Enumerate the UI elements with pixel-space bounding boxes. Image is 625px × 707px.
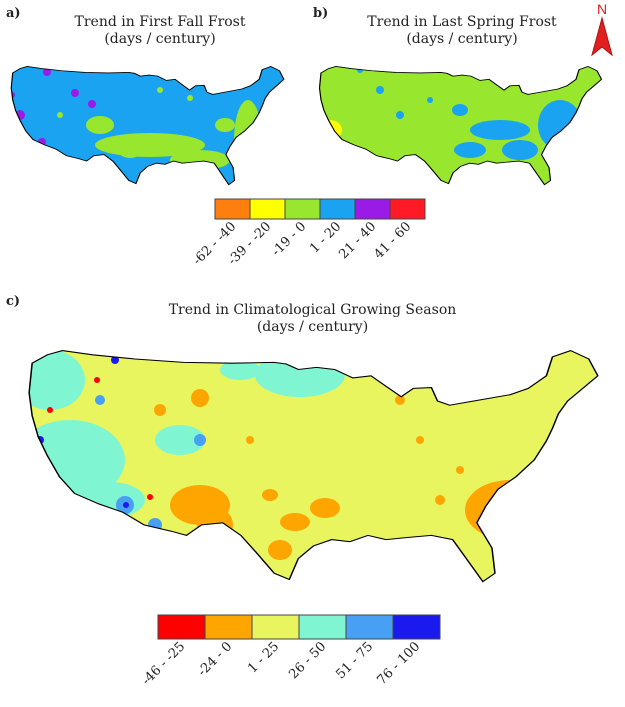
legend-label: -46 - -25 bbox=[139, 639, 188, 688]
panel-b-title: Trend in Last Spring Frost (days / centu… bbox=[340, 14, 584, 48]
legend-swatch bbox=[284, 198, 321, 220]
legend-swatch bbox=[392, 614, 441, 640]
panel-c-letter: c) bbox=[6, 294, 21, 309]
legend-swatch bbox=[204, 614, 253, 640]
legend-swatch bbox=[389, 198, 426, 220]
map-c bbox=[28, 349, 599, 583]
legend-label: -24 - 0 bbox=[195, 639, 235, 679]
legend-label: 76 - 100 bbox=[375, 639, 424, 688]
panel-a-title: Trend in First Fall Frost (days / centur… bbox=[40, 14, 280, 48]
legend-swatch bbox=[214, 198, 251, 220]
legend-label: -19 - 0 bbox=[269, 219, 309, 259]
legend-label: 1 - 25 bbox=[245, 639, 282, 676]
north-arrow-label: N bbox=[597, 1, 607, 17]
panel-b-title-line2: (days / century) bbox=[406, 31, 518, 47]
panel-b-title-line1: Trend in Last Spring Frost bbox=[367, 14, 557, 30]
panel-a-title-line1: Trend in First Fall Frost bbox=[74, 14, 246, 30]
panel-c-title-line1: Trend in Climatological Growing Season bbox=[168, 302, 457, 318]
legend-swatch bbox=[251, 614, 300, 640]
panel-c-title: Trend in Climatological Growing Season (… bbox=[100, 302, 525, 336]
panel-c-title-line2: (days / century) bbox=[256, 319, 369, 335]
legend-swatch bbox=[249, 198, 286, 220]
legend-label: 41 - 60 bbox=[371, 219, 414, 262]
legend-swatch bbox=[319, 198, 356, 220]
panel-b-letter: b) bbox=[313, 6, 329, 21]
legend-swatch bbox=[345, 614, 394, 640]
panel-a-letter: a) bbox=[6, 6, 21, 21]
legend-swatch bbox=[157, 614, 206, 640]
north-arrow-icon: N bbox=[591, 1, 613, 57]
legend-label: 26 - 50 bbox=[286, 639, 329, 682]
legend-swatch bbox=[354, 198, 391, 220]
map-a bbox=[10, 65, 285, 186]
legend-swatch bbox=[298, 614, 347, 640]
map-b bbox=[318, 65, 603, 186]
legend-label: 21 - 40 bbox=[336, 219, 379, 262]
panel-a-title-line2: (days / century) bbox=[104, 31, 216, 47]
legend-label: 51 - 75 bbox=[333, 639, 376, 682]
